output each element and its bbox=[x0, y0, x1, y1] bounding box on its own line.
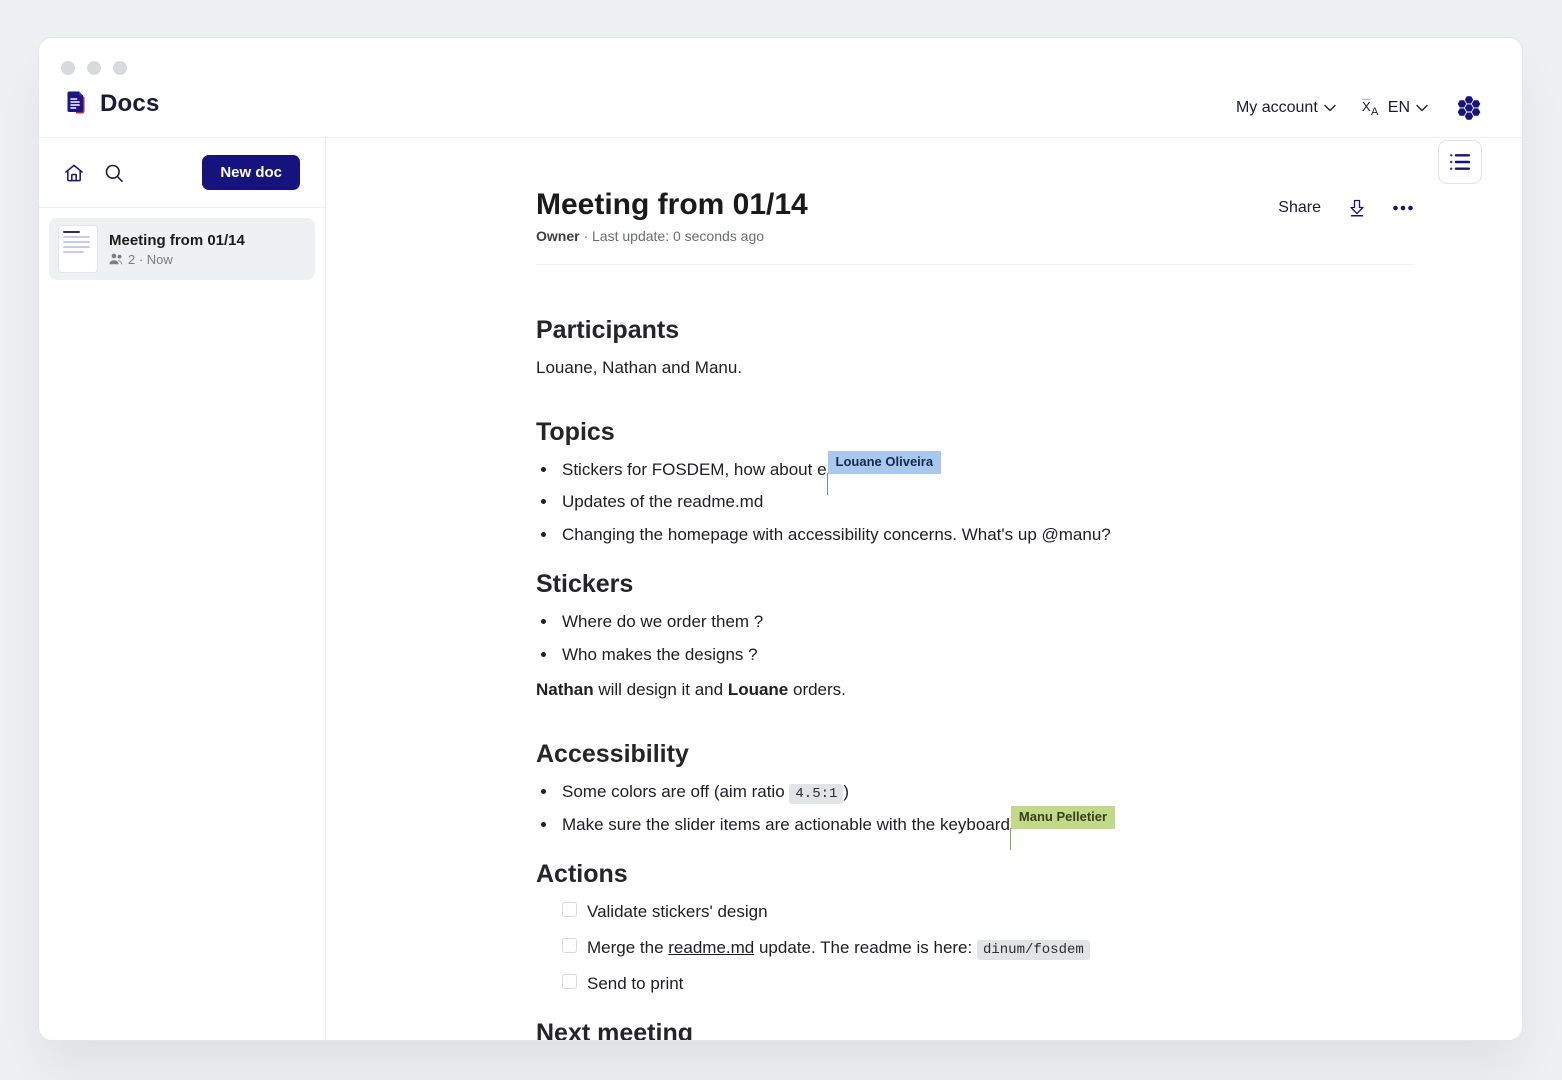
svg-text:X: X bbox=[1362, 99, 1371, 114]
svg-text:A: A bbox=[1371, 106, 1379, 117]
